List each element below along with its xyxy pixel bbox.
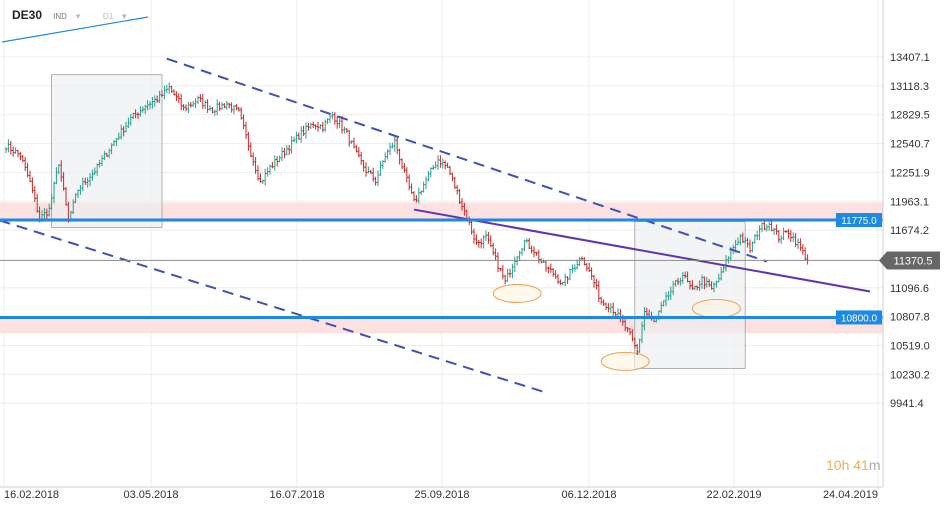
current-price-tag	[879, 251, 940, 270]
swing-low-marker	[691, 298, 741, 318]
x-tick-label: 24.04.2019	[823, 489, 878, 501]
timeframe-dropdown-icon[interactable]: ▼	[120, 12, 129, 21]
current-price-label: 11370.5	[894, 255, 933, 267]
price-zone	[0, 316, 883, 334]
price-tags: 11775.0 10800.0 11370.5	[836, 213, 940, 325]
y-tick-label: 10807.8	[890, 312, 930, 324]
trendlines	[0, 57, 871, 395]
timer-minutes-unit: m	[868, 457, 881, 473]
y-tick-label: 10230.2	[890, 369, 930, 381]
grid	[0, 0, 883, 487]
y-tick-label: 10519.0	[890, 341, 930, 353]
y-tick-label: 11674.2	[890, 225, 929, 237]
y-axis: 13407.1 13118.3 12829.5 12540.7 12251.9 11963…	[882, 0, 930, 487]
chart-header: DE30 IND ▼ D1 ▼	[12, 8, 128, 22]
y-tick-label: 11096.6	[890, 283, 929, 295]
boxes	[51, 74, 746, 369]
y-tick-label: 12251.9	[890, 167, 930, 179]
channel-line	[0, 219, 549, 395]
y-tick-label: 13407.1	[890, 52, 930, 64]
x-axis: 16.02.2018 03.05.2018 16.07.2018 25.09.2018…	[0, 486, 883, 501]
header-trendline	[1, 16, 149, 43]
y-tick-label: 11963.1	[890, 196, 929, 208]
candles	[4, 82, 809, 356]
market-label: IND	[53, 12, 67, 21]
timer-minutes: 41	[853, 457, 869, 473]
candle-timer: 10h 41m	[826, 457, 881, 473]
y-tick-label: 12540.7	[890, 139, 930, 151]
x-tick-label: 25.09.2018	[414, 489, 469, 501]
market-dropdown-icon[interactable]: ▼	[73, 12, 82, 21]
trendline	[413, 208, 871, 293]
swing-low-marker	[600, 351, 650, 371]
level-tag-label: 10800.0	[841, 313, 878, 324]
level-tag	[836, 310, 882, 325]
x-tick-label: 06.12.2018	[561, 489, 616, 501]
x-tick-label: 16.02.2018	[4, 489, 59, 501]
level-tag	[836, 213, 882, 228]
x-tick-label: 22.02.2019	[706, 489, 761, 501]
channel-line	[166, 57, 768, 263]
symbol-label: DE30	[12, 8, 43, 22]
x-tick-label: 16.07.2018	[269, 489, 324, 501]
x-tick-label: 03.05.2018	[123, 489, 178, 501]
swing-low-marker	[492, 283, 542, 303]
price-zone	[0, 202, 883, 220]
timeframe-label[interactable]: D1	[102, 12, 114, 21]
level-tag-label: 11775.0	[841, 216, 877, 227]
y-tick-label: 13118.3	[890, 81, 929, 93]
highlight-box	[51, 74, 163, 228]
timer-hours-unit: h	[841, 457, 850, 473]
y-tick-label: 12829.5	[890, 110, 930, 122]
plot-area	[0, 16, 883, 395]
highlight-box	[634, 221, 746, 369]
timer-hours: 10	[826, 457, 842, 473]
y-tick-label: 9941.4	[890, 398, 924, 410]
level-lines	[0, 218, 883, 319]
